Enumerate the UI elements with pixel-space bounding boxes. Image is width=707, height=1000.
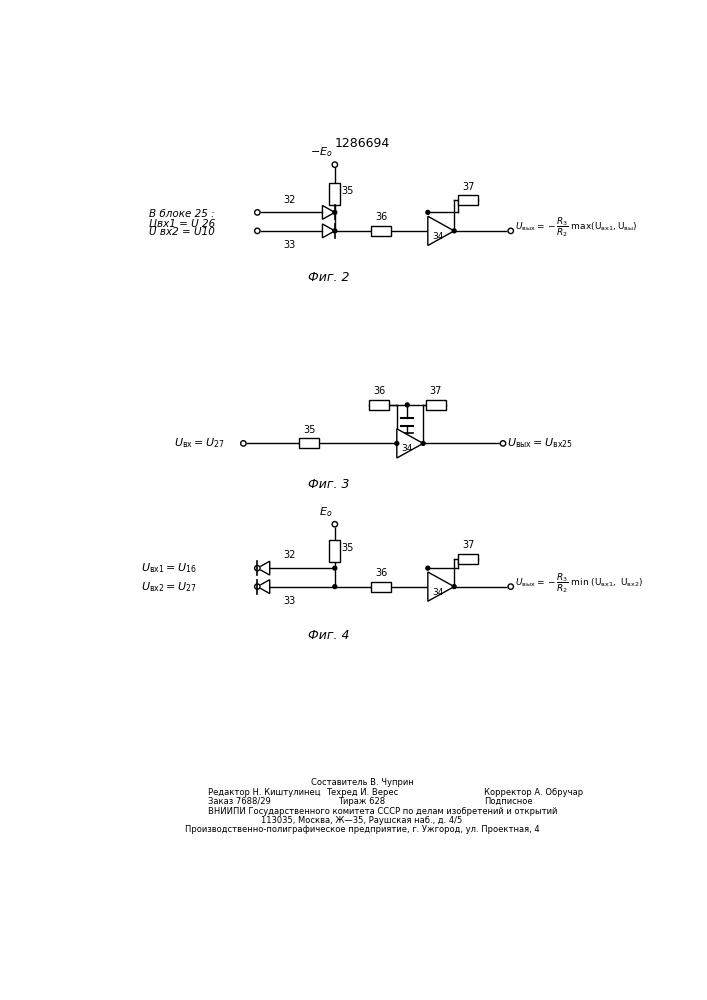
Polygon shape [322, 224, 335, 238]
Text: 36: 36 [375, 568, 387, 578]
Text: 34: 34 [401, 444, 413, 453]
Text: U вх2 = U10: U вх2 = U10 [149, 227, 215, 237]
Circle shape [255, 228, 260, 234]
Text: Редактор Н. Киштулинец: Редактор Н. Киштулинец [209, 788, 321, 797]
Circle shape [332, 162, 337, 167]
Circle shape [333, 229, 337, 233]
Circle shape [255, 584, 260, 589]
Text: 37: 37 [462, 182, 474, 192]
Bar [371, 582, 392, 592]
Text: 34: 34 [432, 232, 443, 241]
Circle shape [508, 228, 513, 234]
Circle shape [508, 228, 513, 234]
Polygon shape [428, 572, 454, 601]
Circle shape [426, 566, 430, 570]
Bar [458, 195, 478, 205]
Text: 35: 35 [341, 543, 354, 553]
Circle shape [332, 162, 337, 167]
Text: 36: 36 [373, 386, 385, 396]
Circle shape [240, 441, 246, 446]
Polygon shape [428, 216, 454, 246]
Circle shape [501, 441, 506, 446]
Circle shape [508, 584, 513, 589]
Text: В блоке 25 :: В блоке 25 : [149, 209, 214, 219]
Circle shape [333, 210, 337, 214]
Circle shape [452, 585, 456, 589]
Circle shape [333, 566, 337, 570]
Text: $U_{\rm вых}=-\dfrac{R_3}{R_2}\ \rm min\ (U_{\rm вх1},\ U_{\rm вх2})$: $U_{\rm вых}=-\dfrac{R_3}{R_2}\ \rm min\… [515, 571, 643, 595]
Circle shape [255, 584, 260, 589]
Text: $U_{\rm вх2} = U_{\rm 27}$: $U_{\rm вх2} = U_{\rm 27}$ [141, 580, 197, 594]
Text: 37: 37 [429, 386, 442, 396]
Circle shape [501, 441, 506, 446]
Bar [329, 183, 340, 205]
Bar [369, 400, 389, 410]
Text: 36: 36 [375, 212, 387, 222]
Text: Фиг. 3: Фиг. 3 [308, 478, 349, 491]
Text: $U_{\rm вх} = U_{\rm 27}$: $U_{\rm вх} = U_{\rm 27}$ [174, 436, 224, 450]
Polygon shape [397, 429, 423, 458]
Text: $U_{\rm вх1} = U_{\rm 16}$: $U_{\rm вх1} = U_{\rm 16}$ [141, 561, 197, 575]
Text: 33: 33 [284, 240, 296, 250]
Text: Производственно-полиграфическое предприятие, г. Ужгород, ул. Проектная, 4: Производственно-полиграфическое предприя… [185, 825, 539, 834]
Circle shape [332, 522, 337, 527]
Polygon shape [257, 580, 270, 594]
Text: $U_{\rm вых} = U_{\rm вх25}$: $U_{\rm вых} = U_{\rm вх25}$ [507, 436, 573, 450]
Circle shape [395, 441, 399, 445]
Polygon shape [322, 205, 335, 219]
Text: 32: 32 [284, 195, 296, 205]
Circle shape [332, 522, 337, 527]
Circle shape [255, 565, 260, 571]
Text: Фиг. 4: Фиг. 4 [308, 629, 349, 642]
Text: 33: 33 [284, 596, 296, 606]
Text: $-E_o$: $-E_o$ [310, 145, 332, 159]
Circle shape [426, 210, 430, 214]
Text: 32: 32 [284, 550, 296, 560]
Circle shape [255, 210, 260, 215]
Text: 35: 35 [341, 186, 354, 196]
Text: Заказ 7688/29: Заказ 7688/29 [209, 797, 271, 806]
Text: Цвх1 = U 26: Цвх1 = U 26 [149, 218, 215, 228]
Circle shape [255, 228, 260, 234]
Text: 35: 35 [303, 425, 315, 435]
Text: $U_{\rm вых}= -\dfrac{R_3}{R_2}\ \rm max(U_{\rm вх1},U_{\rm вы})$: $U_{\rm вых}= -\dfrac{R_3}{R_2}\ \rm max… [515, 215, 637, 239]
Text: $E_o$: $E_o$ [319, 505, 332, 519]
Text: Фиг. 2: Фиг. 2 [308, 271, 349, 284]
Polygon shape [257, 561, 270, 575]
Bar [458, 554, 478, 564]
Circle shape [255, 565, 260, 571]
Text: ВНИИПИ Государственного комитета СССР по делам изобретений и открытий: ВНИИПИ Государственного комитета СССР по… [209, 807, 558, 816]
Circle shape [240, 441, 246, 446]
Circle shape [452, 229, 456, 233]
Circle shape [508, 584, 513, 589]
Text: 37: 37 [462, 540, 474, 550]
Text: Тираж 628: Тираж 628 [339, 797, 385, 806]
Text: 113035, Москва, Ж—35, Раушская наб., д. 4/5: 113035, Москва, Ж—35, Раушская наб., д. … [262, 816, 462, 825]
Text: 1286694: 1286694 [334, 137, 390, 150]
Bar [299, 438, 320, 448]
Circle shape [333, 585, 337, 589]
Circle shape [255, 210, 260, 215]
Circle shape [421, 441, 425, 445]
Circle shape [405, 403, 409, 407]
Text: 34: 34 [432, 588, 443, 597]
Bar [371, 226, 392, 236]
Bar [329, 540, 340, 562]
Text: Составитель В. Чуприн: Составитель В. Чуприн [310, 778, 414, 787]
Bar [426, 400, 445, 410]
Text: Корректор А. Обручар: Корректор А. Обручар [484, 788, 583, 797]
Text: Техред И. Верес: Техред И. Верес [326, 788, 398, 797]
Text: Подписное: Подписное [484, 797, 532, 806]
